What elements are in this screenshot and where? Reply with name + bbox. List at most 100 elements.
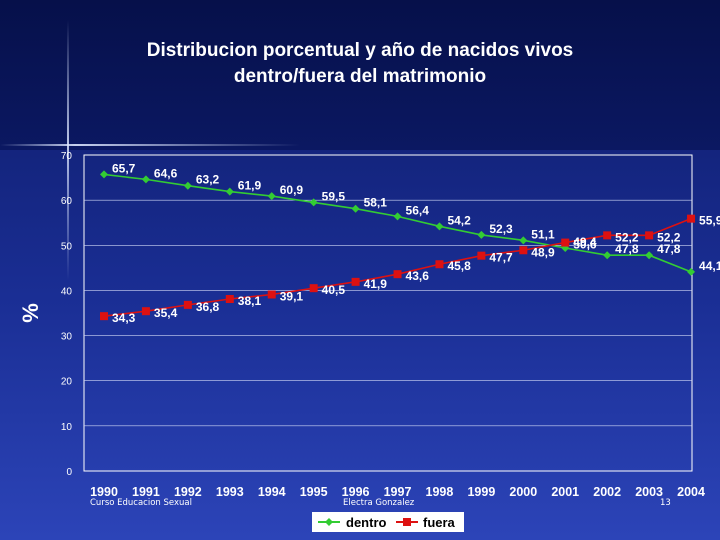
series <box>100 170 696 321</box>
data-label-dentro: 60,9 <box>280 183 304 197</box>
x-tick-label: 1990 <box>90 485 118 499</box>
data-point-fuera <box>603 231 612 240</box>
footer-course: Curso Educacion Sexual <box>90 498 192 508</box>
data-point-dentro <box>267 192 276 201</box>
data-point-dentro <box>309 198 318 207</box>
data-point-fuera <box>267 290 276 299</box>
chart-title: Distribucion porcentual y año de nacidos… <box>0 38 720 90</box>
legend-fuera-label: fuera <box>423 515 456 530</box>
data-point-dentro <box>141 175 150 184</box>
footer-author: Electra Gonzalez <box>343 498 415 508</box>
data-point-dentro <box>100 170 108 179</box>
data-label-fuera: 36,8 <box>196 300 220 314</box>
x-axis-ticks: 1990 1991 1992 1993 1994 1995 1996 1997 1998 1999… <box>90 485 705 499</box>
y-axis-label: % <box>18 303 43 323</box>
data-point-fuera <box>393 270 402 279</box>
x-tick-label: 2000 <box>509 485 537 499</box>
data-point-fuera <box>225 295 234 304</box>
data-point-fuera <box>645 231 654 240</box>
y-tick-label: 60 <box>61 196 73 207</box>
x-tick-label: 1993 <box>216 485 244 499</box>
data-point-fuera <box>141 307 150 316</box>
x-tick-label: 1991 <box>132 485 160 499</box>
x-tick-label: 1998 <box>426 485 454 499</box>
y-tick-label: 30 <box>61 332 73 343</box>
data-point-dentro <box>477 230 486 239</box>
data-point-dentro <box>183 181 192 190</box>
data-point-fuera <box>687 214 696 223</box>
light-flare-horizontal <box>0 144 300 146</box>
series-line-dentro <box>103 173 692 273</box>
header-band <box>0 0 720 150</box>
data-label-dentro: 44,1 <box>699 259 720 273</box>
data-label-fuera: 47,7 <box>489 251 513 265</box>
x-tick-label: 2002 <box>593 485 621 499</box>
data-label-fuera: 34,3 <box>112 311 136 325</box>
data-label-dentro: 65,7 <box>112 161 136 175</box>
data-label-fuera: 50,6 <box>573 238 597 252</box>
x-tick-label: 2004 <box>677 485 705 499</box>
legend-fuera-marker <box>403 518 411 526</box>
data-label-fuera: 52,2 <box>615 230 639 244</box>
data-point-dentro <box>435 222 444 231</box>
y-tick-label: 50 <box>61 241 73 252</box>
x-tick-label: 2003 <box>635 485 663 499</box>
x-tick-label: 1999 <box>467 485 495 499</box>
gridlines <box>84 199 692 427</box>
y-tick-label: 10 <box>61 422 73 433</box>
light-flare-vertical <box>67 20 69 280</box>
series-line-fuera <box>103 217 692 317</box>
data-point-dentro <box>687 267 696 276</box>
y-tick-label: 40 <box>61 286 73 297</box>
legend: dentro fuera <box>312 512 464 532</box>
data-label-dentro: 64,6 <box>154 166 178 180</box>
data-label-fuera: 55,9 <box>699 214 720 228</box>
y-axis-ticks: 0 10 20 30 40 50 60 70 <box>61 151 73 478</box>
data-label-fuera: 35,4 <box>154 306 178 320</box>
data-label-dentro: 61,9 <box>238 179 262 193</box>
data-label-dentro: 56,4 <box>406 203 430 217</box>
x-tick-label: 1992 <box>174 485 202 499</box>
data-label-dentro: 47,8 <box>615 242 639 256</box>
data-label-dentro: 63,2 <box>196 173 220 187</box>
data-point-fuera <box>183 300 192 309</box>
data-labels: 65,7 64,6 63,2 61,9 60,9 59,5 58,1 56,4 54,2 52,3… <box>112 161 720 325</box>
data-point-fuera <box>519 246 528 255</box>
data-label-fuera: 40,5 <box>322 283 346 297</box>
data-label-fuera: 43,6 <box>406 269 430 283</box>
data-point-fuera <box>351 277 360 286</box>
data-point-fuera <box>100 312 108 321</box>
legend-dentro-label: dentro <box>346 515 387 530</box>
data-point-dentro <box>225 187 234 196</box>
legend-dentro-marker <box>325 518 333 526</box>
x-tick-label: 1995 <box>300 485 328 499</box>
x-tick-label: 1997 <box>384 485 412 499</box>
data-point-fuera <box>309 284 318 293</box>
data-label-dentro: 58,1 <box>364 196 388 210</box>
plot-area <box>83 154 693 472</box>
data-point-dentro <box>519 236 528 245</box>
chart-title-line-2: dentro/fuera del matrimonio <box>233 66 487 87</box>
y-tick-label: 0 <box>66 467 72 478</box>
data-point-fuera <box>561 238 570 247</box>
data-point-dentro <box>645 251 654 260</box>
data-label-dentro: 51,1 <box>531 227 555 241</box>
data-label-dentro: 47,8 <box>657 242 681 256</box>
data-point-dentro <box>351 204 360 213</box>
data-label-dentro: 54,2 <box>447 213 471 227</box>
data-point-dentro <box>393 212 402 221</box>
data-point-fuera <box>477 251 486 260</box>
chart-title-line-1: Distribucion porcentual y año de nacidos… <box>146 40 574 61</box>
legend-box <box>312 512 464 532</box>
x-tick-label: 1994 <box>258 485 286 499</box>
data-label-fuera: 48,9 <box>531 245 555 259</box>
data-label-fuera: 45,8 <box>447 259 471 273</box>
x-tick-label: 1996 <box>342 485 370 499</box>
footer-page-number: 13 <box>660 498 671 508</box>
data-label-fuera: 52,2 <box>657 230 681 244</box>
y-tick-label: 20 <box>61 377 73 388</box>
y-tick-label: 70 <box>61 151 73 162</box>
data-point-fuera <box>435 260 444 269</box>
data-point-dentro <box>603 251 612 260</box>
